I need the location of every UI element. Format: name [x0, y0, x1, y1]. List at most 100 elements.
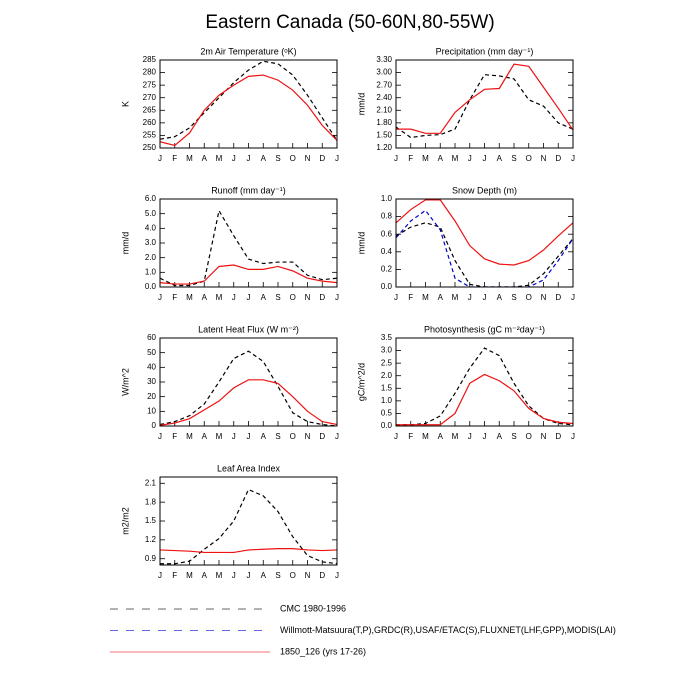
y-tick-label: 2.1 — [145, 478, 157, 487]
y-tick-label: 270 — [143, 93, 157, 102]
y-tick-label: 0.9 — [145, 554, 157, 563]
x-tick-label: O — [290, 154, 296, 163]
plot-frame — [395, 59, 574, 149]
y-tick-label: 2.0 — [381, 371, 393, 380]
x-tick-label: M — [216, 571, 223, 580]
x-tick-label: A — [438, 293, 444, 302]
y-tick-label: 2.10 — [376, 105, 392, 114]
y-tick-label: 30 — [147, 377, 156, 386]
x-tick-label: M — [216, 432, 223, 441]
x-tick-label: O — [290, 571, 296, 580]
x-tick-label: J — [468, 293, 472, 302]
x-tick-label: S — [275, 432, 280, 441]
x-tick-label: N — [305, 293, 311, 302]
x-tick-label: J — [571, 154, 575, 163]
y-tick-label: 3.5 — [381, 333, 393, 342]
x-tick-label: F — [172, 571, 177, 580]
y-tick-label: 3.0 — [145, 238, 157, 247]
y-tick-label: 4.0 — [145, 223, 157, 232]
x-tick-label: J — [571, 432, 575, 441]
x-tick-label: D — [555, 432, 561, 441]
x-tick-label: J — [483, 293, 487, 302]
x-tick-label: M — [422, 293, 429, 302]
y-tick-label: 20 — [147, 392, 156, 401]
x-tick-label: D — [555, 154, 561, 163]
y-axis-label: K — [120, 101, 130, 107]
x-tick-label: A — [202, 571, 208, 580]
x-tick-label: A — [202, 432, 208, 441]
x-tick-label: O — [526, 432, 532, 441]
y-tick-label: 3.0 — [381, 346, 393, 355]
x-tick-label: O — [526, 293, 532, 302]
x-tick-label: J — [232, 154, 236, 163]
series-line — [396, 63, 573, 134]
y-tick-label: 3.00 — [376, 68, 392, 77]
y-tick-label: 1.5 — [145, 516, 157, 525]
y-tick-label: 0.0 — [381, 421, 393, 430]
y-tick-label: 285 — [143, 55, 157, 64]
series-line — [160, 60, 337, 141]
x-tick-label: F — [408, 432, 413, 441]
x-tick-label: J — [394, 432, 398, 441]
y-tick-label: 0.0 — [381, 282, 393, 291]
x-tick-label: J — [394, 293, 398, 302]
y-tick-label: 1.80 — [376, 118, 392, 127]
x-tick-label: M — [186, 432, 193, 441]
plot-frame — [159, 476, 338, 566]
y-axis-label: mm/d — [120, 232, 130, 255]
x-tick-label: J — [158, 154, 162, 163]
x-tick-label: A — [261, 293, 267, 302]
series-line — [396, 373, 573, 426]
x-tick-label: M — [186, 293, 193, 302]
legend-label: CMC 1980-1996 — [280, 603, 346, 613]
x-tick-label: M — [216, 154, 223, 163]
series-line — [396, 209, 573, 287]
x-tick-label: J — [483, 432, 487, 441]
plot-frame — [159, 337, 338, 427]
x-tick-label: J — [571, 293, 575, 302]
x-tick-label: A — [261, 571, 267, 580]
y-axis-label: m2/m2 — [120, 507, 130, 535]
x-tick-label: J — [232, 293, 236, 302]
legend-label: 1850_126 (yrs 17-26) — [280, 646, 366, 656]
x-tick-label: A — [438, 432, 444, 441]
x-tick-label: A — [202, 293, 208, 302]
y-tick-label: 255 — [143, 131, 157, 140]
x-tick-label: N — [541, 293, 547, 302]
x-tick-label: F — [172, 154, 177, 163]
x-tick-label: O — [526, 154, 532, 163]
panel-title: Latent Heat Flux (W m⁻²) — [198, 324, 299, 334]
x-tick-label: S — [511, 293, 516, 302]
y-tick-label: 40 — [147, 362, 156, 371]
y-tick-label: 2.0 — [145, 253, 157, 262]
x-tick-label: N — [305, 571, 311, 580]
y-tick-label: 1.50 — [376, 131, 392, 140]
x-tick-label: A — [261, 432, 267, 441]
y-tick-label: 0.8 — [381, 212, 393, 221]
x-tick-label: S — [275, 293, 280, 302]
y-tick-label: 0.6 — [381, 229, 393, 238]
x-tick-label: M — [186, 571, 193, 580]
plot-frame — [159, 198, 338, 288]
y-tick-label: 250 — [143, 143, 157, 152]
x-tick-label: A — [497, 154, 503, 163]
x-tick-label: S — [275, 154, 280, 163]
y-tick-label: 1.2 — [145, 535, 157, 544]
y-axis-label: mm/d — [356, 93, 366, 116]
x-tick-label: A — [202, 154, 208, 163]
y-tick-label: 5.0 — [145, 209, 157, 218]
panel-title: Precipitation (mm day⁻¹) — [436, 46, 534, 56]
plot-frame — [395, 198, 574, 288]
x-tick-label: D — [319, 432, 325, 441]
x-tick-label: J — [247, 154, 251, 163]
y-axis-label: W/m^2 — [120, 368, 130, 396]
series-line — [160, 264, 337, 285]
x-tick-label: J — [335, 571, 339, 580]
x-tick-label: D — [319, 571, 325, 580]
y-tick-label: 265 — [143, 105, 157, 114]
panel-title: Snow Depth (m) — [452, 185, 517, 195]
x-tick-label: N — [305, 432, 311, 441]
y-tick-label: 1.0 — [145, 267, 157, 276]
series-line — [396, 74, 573, 139]
